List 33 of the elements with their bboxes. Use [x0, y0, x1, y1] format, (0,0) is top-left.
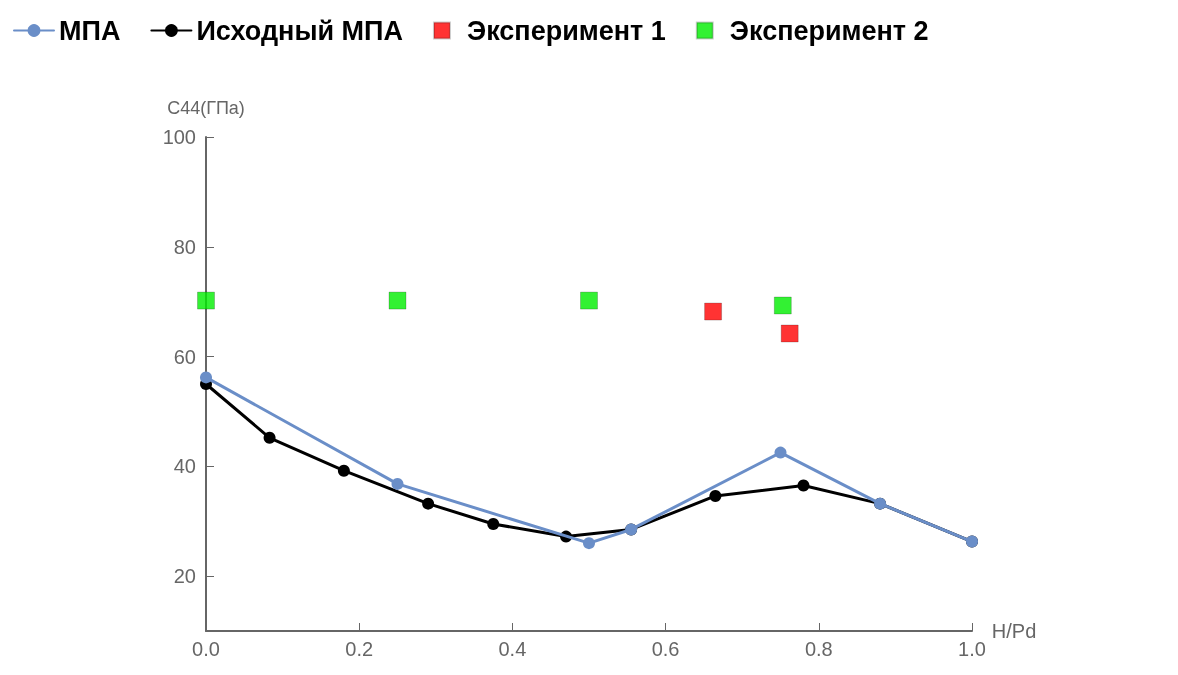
point [337, 464, 350, 477]
y-tick-label: 40 [173, 455, 196, 478]
x-axis-title: H/Pd [991, 620, 1037, 642]
legend-label: Эксперимент 2 [729, 15, 929, 46]
x-tick-label: 1.0 [958, 638, 986, 660]
point [422, 497, 435, 510]
point [797, 479, 810, 492]
y-tick-label: 100 [162, 126, 196, 148]
legend-label: Эксперимент 1 [466, 15, 666, 46]
y-axis-title: C44(ГПа) [167, 98, 245, 118]
point [773, 296, 792, 315]
x-tick-label: 0.0 [192, 638, 220, 660]
point [583, 537, 595, 550]
point [200, 371, 212, 384]
x-tick-label: 0.2 [345, 638, 374, 660]
point [263, 431, 276, 444]
point [487, 517, 500, 530]
x-tick-label: 0.8 [804, 638, 833, 660]
point [774, 446, 787, 459]
point [780, 324, 799, 343]
legend-label: Исходный МПА [196, 15, 403, 46]
point [580, 291, 598, 310]
y-tick-label: 80 [173, 235, 196, 258]
y-tick-label: 20 [173, 565, 196, 588]
point [388, 291, 407, 310]
y-tick-label: 60 [173, 345, 196, 368]
point [197, 291, 215, 310]
point [704, 302, 723, 321]
x-tick-label: 0.6 [651, 638, 680, 660]
x-tick-label: 0.4 [498, 638, 527, 660]
point [709, 489, 722, 502]
point [391, 477, 404, 490]
legend-label: МПА [59, 15, 121, 46]
